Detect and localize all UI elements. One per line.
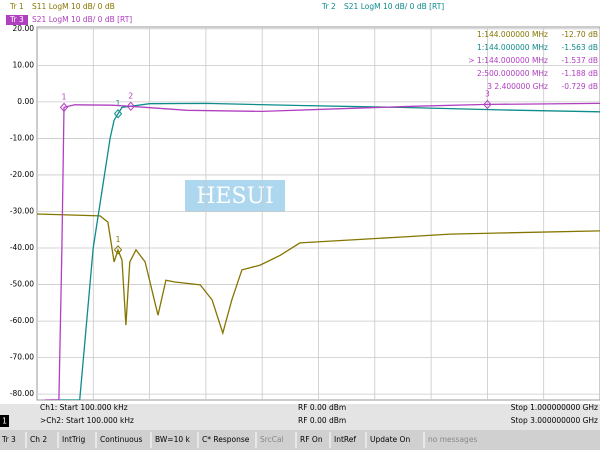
status-item: Continuous (100, 435, 142, 444)
channel-start: Ch1: Start 100.000 kHz (40, 403, 128, 412)
marker-label: 1 (116, 99, 121, 108)
channel-stop: Stop 3.000000000 GHz (511, 416, 598, 425)
readout-frequency: 2:500.000000 MHz (477, 69, 548, 78)
trace-format: S11 LogM 10 dB/ 0 dB (32, 2, 115, 11)
channel-power: RF 0.00 dBm (298, 416, 346, 425)
channel-start: >Ch2: Start 100.000 kHz (40, 416, 134, 425)
y-tick-label: -20.00 (10, 170, 34, 179)
readout-frequency: 3 2.400000 GHz (487, 82, 548, 91)
y-tick-label: -50.00 (10, 280, 34, 289)
trace-name: Tr 2 (321, 2, 336, 11)
trace (49, 102, 600, 400)
marker (59, 102, 69, 113)
window-badge (0, 415, 9, 427)
channel-info-area (0, 404, 600, 430)
marker-label: 2 (128, 91, 133, 100)
y-tick-label: -30.00 (10, 206, 34, 215)
channel-power: RF 0.00 dBm (298, 403, 346, 412)
status-item: C* Response (202, 435, 250, 444)
y-tick-label: -40.00 (10, 243, 34, 252)
window-number: 1 (2, 417, 7, 426)
readout-value: -12.70 dB (562, 30, 598, 39)
trace-format: S21 LogM 10 dB/ 0 dB [RT] (32, 15, 132, 24)
active-trace-box (6, 15, 28, 25)
marker (483, 99, 492, 110)
readout-value: -1.188 dB (562, 69, 598, 78)
readout-value: -1.537 dB (562, 56, 598, 65)
status-item: BW=10 k (155, 435, 191, 444)
y-tick-label: -70.00 (10, 353, 34, 362)
status-bar (0, 430, 600, 450)
status-item: Tr 3 (1, 435, 16, 444)
status-item: no messages (428, 435, 477, 444)
y-tick-label: 10.00 (13, 60, 35, 69)
trace-name: Tr 3 (9, 15, 24, 24)
status-item: Update On (370, 435, 410, 444)
readout-value: -1.563 dB (562, 43, 598, 52)
watermark-box (185, 180, 285, 212)
status-item: SrcCal (260, 435, 284, 444)
marker-label: 1 (62, 92, 67, 101)
channel-stop: Stop 1.000000000 GHz (511, 403, 598, 412)
marker (113, 245, 123, 255)
trace (45, 102, 600, 400)
marker-label: 1 (116, 235, 121, 244)
y-tick-label: 0.00 (17, 97, 34, 106)
status-item: IntTrig (62, 435, 86, 444)
marker-label: 3 (485, 89, 490, 98)
marker (126, 101, 135, 112)
y-tick-label: -60.00 (10, 316, 34, 325)
status-item: Ch 2 (30, 435, 47, 444)
status-item: RF On (300, 435, 323, 444)
trace-name: Tr 1 (9, 2, 24, 11)
watermark: HESUI (196, 184, 274, 209)
trace-format: S21 LogM 10 dB/ 0 dB [RT] (344, 2, 444, 11)
y-tick-label: -80.00 (10, 389, 34, 398)
readout-frequency: 1:144.000000 MHz (477, 30, 548, 39)
trace (37, 213, 600, 336)
readout-value: -0.729 dB (562, 82, 598, 91)
marker (113, 109, 123, 119)
y-tick-label: -10.00 (10, 133, 34, 142)
y-tick-label: 20.00 (13, 24, 35, 33)
status-item: IntRef (334, 435, 356, 444)
readout-frequency: 1:144.000000 MHz (477, 43, 548, 52)
readout-frequency: > 1:144.000000 MHz (468, 56, 548, 65)
